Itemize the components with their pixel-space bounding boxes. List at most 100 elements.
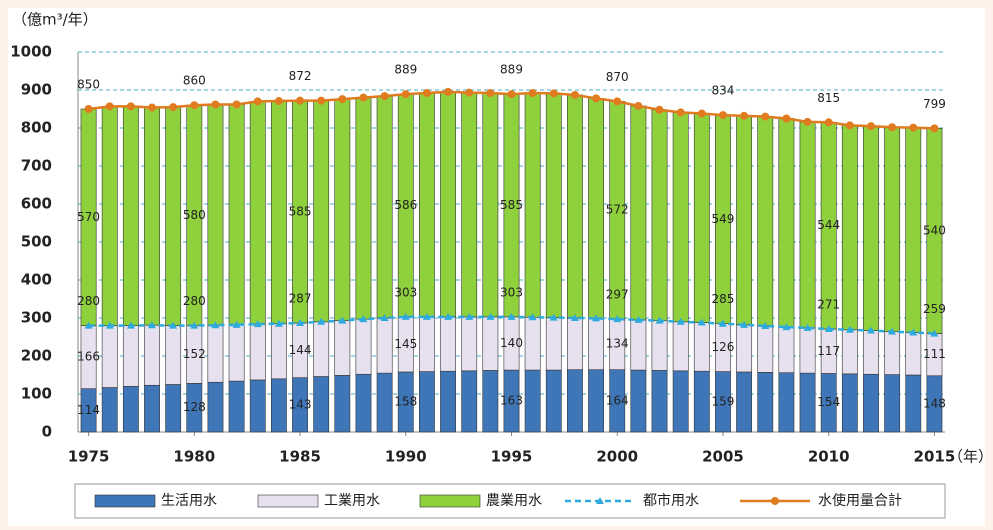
bar-segment bbox=[545, 317, 562, 371]
data-label: 148 bbox=[923, 396, 946, 410]
bar-segment bbox=[905, 374, 922, 433]
bar-segment bbox=[144, 324, 160, 386]
bar-segment bbox=[757, 372, 774, 433]
marker bbox=[528, 89, 537, 98]
bar-segment bbox=[440, 370, 456, 433]
marker bbox=[888, 123, 897, 132]
bar-segment bbox=[165, 106, 182, 326]
y-tick-label: 300 bbox=[21, 309, 52, 327]
y-tick-label: 600 bbox=[21, 195, 52, 213]
bar-segment bbox=[567, 369, 583, 433]
marker bbox=[718, 319, 727, 327]
bar-segment bbox=[355, 318, 372, 375]
marker bbox=[782, 114, 791, 123]
data-label: 259 bbox=[923, 302, 946, 316]
bar-segment bbox=[567, 317, 583, 370]
marker bbox=[866, 122, 875, 131]
marker bbox=[317, 317, 326, 325]
bar-segment bbox=[545, 369, 562, 433]
marker bbox=[169, 103, 178, 112]
bar-segment bbox=[799, 372, 816, 433]
bar-segment bbox=[376, 95, 393, 319]
marker bbox=[824, 118, 833, 127]
x-tick-label: 1985 bbox=[279, 448, 321, 466]
bar-segment bbox=[249, 101, 266, 325]
marker bbox=[169, 321, 178, 329]
data-label: 549 bbox=[712, 212, 735, 226]
legend-label: 都市用水 bbox=[643, 492, 699, 509]
bar-segment bbox=[334, 320, 351, 376]
data-label: 799 bbox=[923, 97, 946, 111]
marker bbox=[105, 102, 114, 111]
bar-segment bbox=[376, 372, 393, 433]
data-label: 114 bbox=[77, 403, 100, 417]
bar-segment bbox=[165, 325, 182, 385]
data-label: 872 bbox=[289, 69, 312, 83]
marker bbox=[909, 123, 918, 132]
bar-segment bbox=[419, 316, 435, 372]
bar-segment bbox=[313, 376, 330, 433]
x-tick-label: 1980 bbox=[173, 448, 215, 466]
bar-segment bbox=[355, 97, 372, 320]
bar-segment bbox=[863, 373, 879, 433]
marker bbox=[676, 108, 685, 117]
bar-segment bbox=[545, 93, 562, 318]
marker bbox=[422, 89, 431, 98]
marker bbox=[761, 321, 770, 329]
bar-segment bbox=[841, 125, 858, 331]
x-tick-label: 1990 bbox=[385, 448, 427, 466]
bar-segment bbox=[270, 378, 287, 433]
bar-segment bbox=[101, 387, 118, 433]
y-tick-label: 800 bbox=[21, 119, 52, 137]
marker bbox=[507, 312, 516, 320]
bar-segment bbox=[778, 118, 795, 328]
marker bbox=[444, 87, 453, 96]
x-tick-label: 1975 bbox=[68, 448, 110, 466]
marker bbox=[634, 101, 643, 110]
bar-segment bbox=[905, 127, 922, 333]
marker bbox=[317, 96, 326, 105]
bar-segment bbox=[122, 386, 139, 433]
marker bbox=[803, 323, 812, 331]
marker bbox=[866, 326, 875, 334]
bar-segment bbox=[313, 321, 330, 377]
data-label: 271 bbox=[817, 298, 840, 312]
marker bbox=[444, 312, 453, 320]
bar-segment bbox=[334, 375, 351, 433]
marker bbox=[148, 321, 157, 329]
marker bbox=[232, 320, 241, 328]
bar-segment bbox=[863, 125, 879, 331]
bar-segment bbox=[270, 100, 287, 324]
data-label: 154 bbox=[817, 395, 840, 409]
data-label: 586 bbox=[394, 198, 417, 212]
bar-segment bbox=[672, 112, 689, 323]
marker bbox=[253, 320, 262, 328]
marker bbox=[655, 316, 664, 324]
legend-label: 農業用水 bbox=[486, 493, 542, 509]
bar-segment bbox=[693, 113, 710, 323]
y-axis-label: （億m³/年） bbox=[12, 11, 98, 29]
legend-swatch bbox=[419, 494, 481, 508]
y-tick-label: 200 bbox=[21, 347, 52, 365]
marker bbox=[718, 111, 727, 120]
bar-segment bbox=[884, 374, 901, 433]
bar-segment bbox=[207, 104, 224, 326]
marker bbox=[232, 100, 241, 109]
marker bbox=[126, 321, 135, 329]
bar-segment bbox=[778, 372, 795, 433]
bar-segment bbox=[630, 369, 647, 433]
bar-segment bbox=[524, 92, 541, 318]
bar-segment bbox=[588, 369, 604, 433]
data-label: 280 bbox=[77, 294, 100, 308]
marker bbox=[570, 90, 579, 99]
bar-segment bbox=[567, 94, 583, 319]
marker bbox=[84, 321, 93, 329]
bar-segment bbox=[630, 319, 647, 371]
y-tick-label: 400 bbox=[21, 271, 52, 289]
data-label: 544 bbox=[817, 218, 840, 232]
marker bbox=[824, 325, 833, 333]
marker bbox=[296, 318, 305, 326]
marker bbox=[697, 318, 706, 326]
marker bbox=[782, 323, 791, 331]
